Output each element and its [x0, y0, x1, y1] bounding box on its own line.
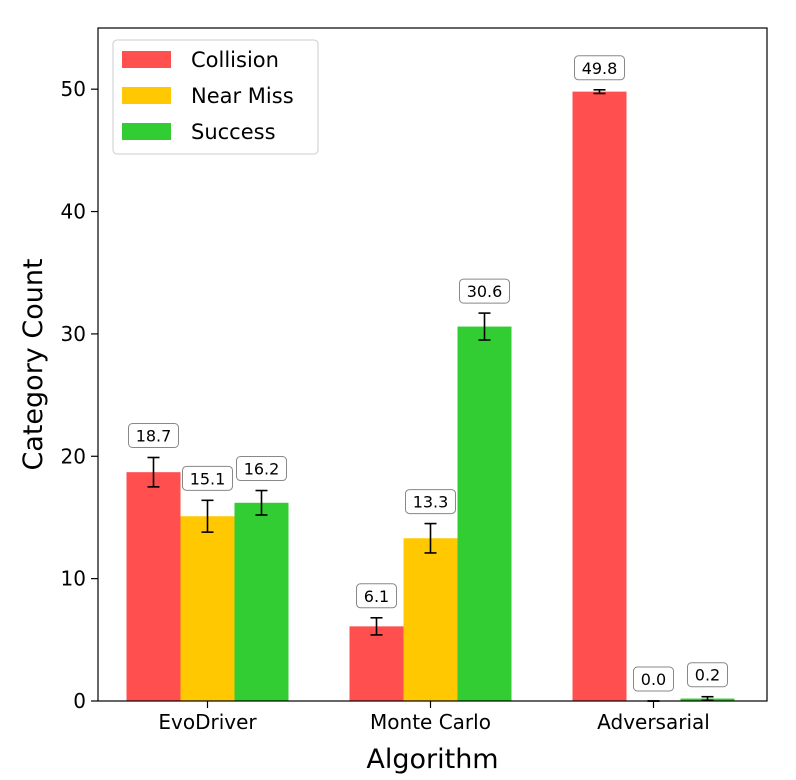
x-tick-label: Adversarial	[597, 710, 710, 734]
x-axis-title: Algorithm	[366, 744, 498, 775]
y-tick-label: 20	[61, 444, 86, 468]
y-tick: 50	[61, 77, 98, 101]
x-tick: Monte Carlo	[370, 701, 491, 734]
bar-value-text: 0.2	[695, 666, 720, 685]
bar-collision-monte-carlo	[349, 626, 404, 701]
bar-value-label: 0.0	[633, 666, 674, 692]
error-bars-layer	[147, 88, 714, 702]
legend-label: Near Miss	[191, 84, 294, 108]
bar-value-text: 0.0	[641, 670, 666, 689]
error-bar	[370, 616, 383, 636]
y-tick-label: 0	[73, 689, 86, 713]
bar-near-miss-evodriver	[180, 516, 235, 701]
bar-collision-evodriver	[126, 472, 181, 701]
y-tick-label: 40	[61, 200, 86, 224]
x-tick-label: EvoDriver	[158, 710, 257, 734]
legend-swatch	[122, 87, 171, 104]
error-bar	[424, 522, 437, 554]
bar-value-text: 6.1	[364, 587, 389, 606]
legend: Collision Near Miss Success	[112, 39, 319, 155]
bar-value-label: 13.3	[405, 489, 456, 515]
bar-value-label: 6.1	[356, 583, 397, 609]
bar-value-label: 49.8	[574, 55, 625, 81]
error-bar	[147, 456, 160, 488]
error-bar	[201, 499, 214, 533]
y-tick: 10	[61, 567, 98, 591]
bar-value-label: 16.2	[236, 456, 287, 482]
bar-value-label: 18.7	[128, 422, 179, 448]
y-axis-ticks: 0 10 20 30 40 50	[61, 77, 98, 713]
bar-value-text: 15.1	[190, 469, 226, 488]
legend-swatch	[122, 123, 171, 140]
bar-labels-layer: 18.7 6.1 49.8 15.1 13.3 0.0 16.2 30.6 0.2	[128, 55, 728, 692]
y-tick: 0	[73, 689, 98, 713]
bar-value-text: 13.3	[413, 493, 449, 512]
x-tick: EvoDriver	[158, 701, 257, 734]
error-bar	[701, 695, 714, 702]
legend-label: Collision	[191, 48, 279, 72]
y-tick-label: 10	[61, 567, 86, 591]
y-tick: 20	[61, 444, 98, 468]
legend-entry: Near Miss	[122, 84, 294, 108]
x-tick-label: Monte Carlo	[370, 710, 491, 734]
plot-frame	[97, 27, 768, 702]
bar-value-text: 16.2	[244, 460, 280, 479]
bar-value-label: 15.1	[182, 465, 233, 491]
legend-entry: Collision	[122, 48, 279, 72]
bar-success-evodriver	[234, 502, 289, 701]
bar-success-monte-carlo	[457, 326, 512, 701]
error-bar	[593, 88, 606, 95]
x-axis-ticks: EvoDriver Monte Carlo Adversarial	[158, 701, 710, 734]
bar-value-label: 30.6	[459, 278, 510, 304]
bar-value-text: 30.6	[467, 282, 503, 301]
bar-value-label: 0.2	[687, 662, 728, 688]
bar-value-text: 49.8	[582, 59, 618, 78]
error-bar	[478, 312, 491, 341]
y-tick: 30	[61, 322, 98, 346]
legend-swatch	[122, 51, 171, 68]
bar-near-miss-monte-carlo	[403, 538, 458, 701]
y-tick-label: 30	[61, 322, 86, 346]
error-bar	[255, 489, 268, 516]
bar-value-text: 18.7	[136, 426, 172, 445]
y-axis-title: Category Count	[18, 258, 49, 470]
legend-entry: Success	[122, 120, 276, 144]
legend-label: Success	[191, 120, 276, 144]
y-tick: 40	[61, 200, 98, 224]
x-tick: Adversarial	[597, 701, 710, 734]
bar-collision-adversarial	[572, 91, 627, 701]
y-tick-label: 50	[61, 77, 86, 101]
bars-layer	[126, 91, 735, 701]
